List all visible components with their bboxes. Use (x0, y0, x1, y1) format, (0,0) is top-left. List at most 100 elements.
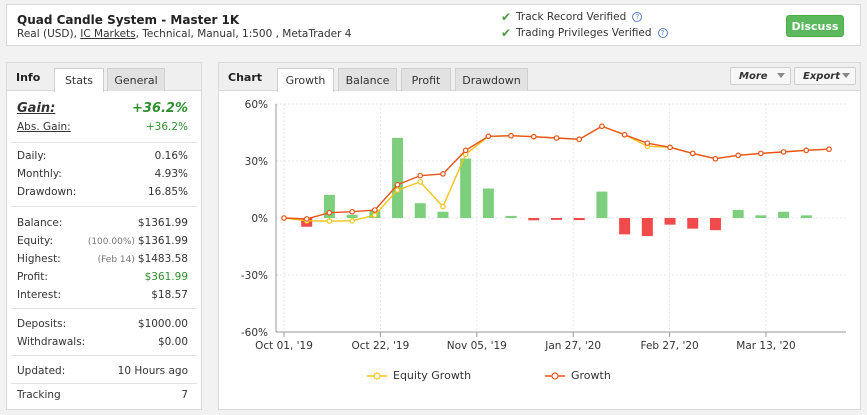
profit-bar (551, 218, 562, 220)
monthly-label: Monthly: (17, 168, 62, 180)
growth-point (576, 136, 583, 143)
daily-value: 0.16% (154, 150, 188, 162)
gain-row: Gain: +36.2% (17, 101, 188, 116)
tab-drawdown[interactable]: Drawdown (455, 68, 528, 91)
equity-growth-point (417, 179, 424, 185)
chart-tabbar: Chart Growth Balance Profit Drawdown Mor… (219, 63, 860, 92)
y-tick-label: -30% (241, 270, 268, 282)
system-subtitle: Real (USD), IC Markets, Technical, Manua… (17, 28, 351, 40)
growth-point (303, 216, 310, 222)
account-type: Real (USD), (17, 28, 81, 40)
profit-bar (778, 211, 790, 218)
profit-bar (346, 214, 358, 218)
profit-bar (687, 218, 699, 229)
profit-row: Profit: $361.99 (17, 271, 188, 283)
legend-growth[interactable]: Growth (545, 369, 611, 382)
daily-label: Daily: (17, 150, 47, 162)
tracking-value: 7 (181, 389, 188, 401)
growth-point (712, 155, 719, 162)
broker-link[interactable]: IC Markets (80, 28, 136, 40)
profit-bar (460, 158, 472, 218)
growth-point (349, 208, 355, 215)
more-label: More (739, 70, 768, 82)
growth-point (326, 209, 333, 216)
equity-growth-point (394, 187, 401, 193)
profit-bar (482, 188, 494, 218)
gain-label[interactable]: Gain: (17, 101, 56, 116)
profit-bar (596, 191, 608, 218)
tab-growth[interactable]: Growth (277, 68, 334, 92)
daily-row: Daily: 0.16% (17, 150, 188, 162)
deposits-label: Deposits: (17, 318, 67, 330)
x-tick-label: Oct 22, '19 (352, 340, 410, 352)
growth-point (281, 215, 287, 221)
export-dropdown[interactable]: Export (794, 67, 856, 85)
trading-privileges-verified: ✔ Trading Privileges Verified ? (501, 26, 668, 40)
interest-label: Interest: (17, 289, 61, 301)
highest-note: (Feb 14) (97, 255, 135, 265)
equity-legend-icon (367, 371, 387, 380)
drawdown-value: 16.85% (147, 186, 188, 198)
profit-bar (414, 203, 426, 218)
equity-value: $1361.99 (137, 235, 188, 247)
equity-growth-point (372, 212, 378, 218)
profit-bar (619, 218, 631, 235)
growth-point (417, 172, 424, 179)
tracking-label: Tracking (17, 389, 61, 401)
growth-point (826, 146, 832, 153)
growth-legend-icon (545, 371, 565, 380)
updated-row: Updated: 10 Hours ago (17, 365, 188, 377)
profit-bar (641, 218, 653, 237)
x-tick-label: Jan 27, '20 (544, 340, 601, 352)
highest-label: Highest: (17, 253, 61, 265)
chart-panel: Chart Growth Balance Profit Drawdown Mor… (218, 62, 861, 410)
chevron-down-icon (842, 73, 850, 78)
system-header: Quad Candle System - Master 1K Real (USD… (6, 4, 861, 46)
growth-point (599, 123, 605, 130)
highest-row: Highest: (Feb 14) $1483.58 (17, 253, 188, 265)
profit-bar (664, 218, 676, 225)
growth-point (485, 133, 492, 140)
account-details: , Technical, Manual, 1:500 , MetaTrader … (135, 28, 352, 40)
balance-row: Balance: $1361.99 (17, 217, 188, 229)
tab-profit[interactable]: Profit (401, 68, 451, 91)
growth-point (667, 144, 673, 151)
updated-value: 10 Hours ago (117, 365, 188, 377)
growth-chart[interactable]: 60% 30% 0% -30% -60%Oct 01, '19 Oct 22, '19 No… (219, 92, 860, 362)
growth-point (394, 181, 401, 188)
divider (11, 355, 197, 356)
chart-axes: 60% 30% 0% -30% -60%Oct 01, '19 Oct 22, '19 No… (241, 99, 846, 352)
legend-equity-growth[interactable]: Equity Growth (367, 369, 471, 382)
tab-balance[interactable]: Balance (338, 68, 397, 91)
interest-row: Interest: $18.57 (17, 289, 188, 301)
y-tick-label: 60% (245, 99, 268, 111)
interest-value: $18.57 (151, 289, 188, 301)
divider (11, 308, 197, 309)
growth-point (644, 140, 651, 146)
equity-growth-point (440, 203, 446, 210)
profit-bar (323, 194, 335, 218)
check-icon: ✔ (501, 26, 512, 40)
growth-point (530, 133, 537, 140)
tab-general[interactable]: General (107, 68, 165, 91)
info-panel: Info Stats General Gain: +36.2% Abs. Gai… (6, 62, 202, 410)
divider (11, 206, 197, 207)
help-icon[interactable]: ? (632, 12, 643, 22)
balance-label: Balance: (17, 217, 63, 229)
drawdown-label: Drawdown: (17, 186, 77, 198)
help-icon[interactable]: ? (657, 28, 668, 38)
withdrawals-row: Withdrawals: $0.00 (17, 336, 188, 348)
info-tabbar: Info Stats General (7, 63, 201, 92)
highest-value: $1483.58 (137, 253, 188, 265)
discuss-button[interactable]: Discuss (786, 15, 844, 37)
growth-point (758, 150, 764, 157)
more-dropdown[interactable]: More (730, 67, 791, 85)
abs-gain-label[interactable]: Abs. Gain: (17, 121, 71, 133)
track-record-verified: ✔ Track Record Verified ? (501, 10, 643, 24)
legend-growth-label: Growth (571, 369, 611, 382)
tab-stats[interactable]: Stats (54, 68, 104, 92)
export-label: Export (803, 70, 841, 82)
y-tick-label: 0% (251, 213, 268, 225)
growth-point (462, 147, 469, 154)
chart-bars (301, 137, 812, 237)
